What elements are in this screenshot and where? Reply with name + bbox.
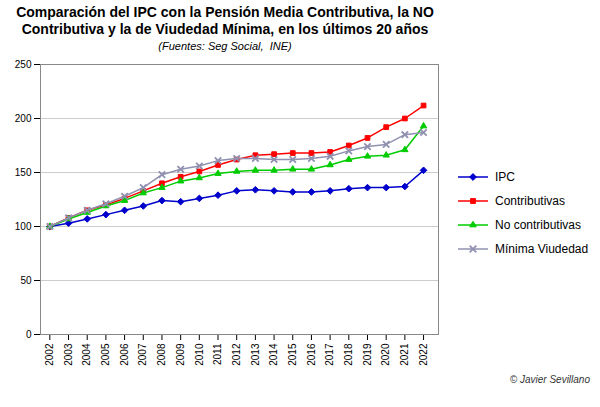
svg-text:2010: 2010	[194, 343, 205, 366]
svg-text:2018: 2018	[343, 343, 354, 366]
svg-text:100: 100	[15, 221, 32, 232]
html-text:IPC: IPC	[495, 170, 515, 184]
svg-text:2006: 2006	[119, 343, 130, 366]
svg-text:2017: 2017	[324, 343, 335, 366]
svg-text:2022: 2022	[418, 343, 429, 366]
svg-text:150: 150	[15, 167, 32, 178]
html-text:© Javier Sevillano: © Javier Sevillano	[509, 374, 590, 385]
svg-text:2005: 2005	[100, 343, 111, 366]
svg-text:2021: 2021	[399, 343, 410, 366]
html-text:Contributivas: Contributivas	[495, 194, 565, 208]
svg-text:250: 250	[15, 59, 32, 70]
svg-text:50: 50	[20, 275, 32, 286]
svg-text:2004: 2004	[81, 343, 92, 366]
svg-text:2009: 2009	[175, 343, 186, 366]
svg-text:2013: 2013	[250, 343, 261, 366]
svg-text:2012: 2012	[231, 343, 242, 366]
svg-text:2002: 2002	[44, 343, 55, 366]
svg-text:2016: 2016	[306, 343, 317, 366]
svg-text:2011: 2011	[212, 343, 223, 365]
svg-text:2020: 2020	[380, 343, 391, 366]
svg-text:2007: 2007	[137, 343, 148, 366]
svg-text:2003: 2003	[63, 343, 74, 366]
svg-text:2014: 2014	[268, 343, 279, 366]
svg-text:0: 0	[26, 329, 32, 340]
svg-text:2008: 2008	[156, 343, 167, 366]
html-text:Mínima Viudedad: Mínima Viudedad	[495, 242, 589, 256]
svg-text:200: 200	[15, 113, 32, 124]
svg-text:2015: 2015	[287, 343, 298, 366]
html-text:Comparación del IPC con la Pen: Comparación del IPC con la Pensión Media…	[16, 4, 434, 37]
html-text:(Fuentes: Seg Social, INE): (Fuentes: Seg Social, INE)	[158, 40, 292, 52]
svg-text:2019: 2019	[362, 343, 373, 366]
html-text:No contributivas: No contributivas	[495, 218, 581, 232]
